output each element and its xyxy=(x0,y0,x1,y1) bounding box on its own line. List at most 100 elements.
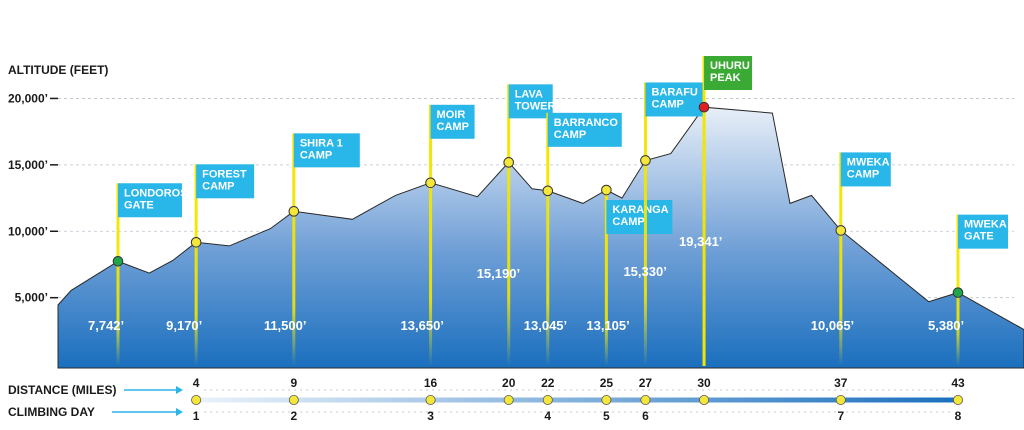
stop-altitude-label: 13,105’ xyxy=(586,318,629,333)
stop-altitude-label: 13,045’ xyxy=(524,318,567,333)
stop-altitude-label: 15,190’ xyxy=(477,266,520,281)
distance-dot xyxy=(425,394,436,405)
stop-name: GATE xyxy=(124,199,154,211)
day-value: 7 xyxy=(837,409,844,423)
distance-dot xyxy=(640,394,651,405)
stop-marker xyxy=(640,155,651,166)
stop-name: CAMP xyxy=(202,180,234,192)
distance-dot xyxy=(542,394,553,405)
elevation-area xyxy=(57,106,1024,369)
day-value: 8 xyxy=(955,409,962,423)
stop-pole xyxy=(643,82,647,366)
stop-flag xyxy=(430,104,475,139)
y-tick-labels: 5,000’ 10,000’ 15,000’ 20,000’ xyxy=(8,91,58,305)
stop-name: KARANGA xyxy=(612,204,668,216)
stop-flag xyxy=(508,84,553,119)
stop-marker xyxy=(835,225,847,236)
stop-pole xyxy=(429,104,433,366)
distance-value: 9 xyxy=(290,376,297,390)
route-stops: LONDOROSSIGATE7,742’FORESTCAMP9,170’SHIR… xyxy=(88,56,1009,366)
stop-flag xyxy=(704,56,753,90)
distance-dot xyxy=(288,394,299,405)
distance-dot xyxy=(601,394,612,405)
day-arrow-head xyxy=(176,408,183,416)
stop-name: TOWER xyxy=(515,100,556,112)
stop-marker xyxy=(425,177,436,189)
stop-marker xyxy=(503,157,515,168)
day-row-title: CLIMBING DAY xyxy=(8,405,95,419)
distance-value: 20 xyxy=(502,376,516,390)
stop-marker xyxy=(288,206,300,217)
stop-altitude-label: 10,065’ xyxy=(811,318,854,333)
stop-flag xyxy=(293,133,360,168)
stop-flag xyxy=(547,112,622,147)
y-tick-label: 5,000’ xyxy=(15,291,48,305)
stop-name: FOREST xyxy=(202,168,247,180)
distance-value: 25 xyxy=(600,376,614,390)
distance-value: 37 xyxy=(834,376,848,390)
distance-value: 27 xyxy=(639,376,653,390)
stop-altitude-label: 9,170’ xyxy=(166,318,202,333)
distance-dot xyxy=(835,394,846,405)
stop-flag xyxy=(645,82,704,117)
distance-value: 22 xyxy=(541,376,555,390)
stop-name: MWEKA xyxy=(964,219,1007,231)
y-tick-label: 15,000’ xyxy=(8,158,48,172)
stop-name: CAMP xyxy=(612,216,644,228)
day-value: 3 xyxy=(427,409,434,423)
stop-name: UHURU xyxy=(710,60,750,72)
stop-altitude-label: 7,742’ xyxy=(88,318,124,333)
stop-altitude-label: 19,341’ xyxy=(679,234,722,249)
stop-pole xyxy=(604,190,608,366)
distance-dot xyxy=(953,394,964,405)
distance-value: 43 xyxy=(951,376,965,390)
stop-pole xyxy=(839,152,843,366)
stop-name: LAVA xyxy=(515,88,543,100)
distance-dot xyxy=(191,394,202,405)
stop-altitude-label: 11,500’ xyxy=(264,318,307,333)
stop-pole xyxy=(292,133,296,366)
y-axis-title: ALTITUDE (FEET) xyxy=(8,63,108,77)
stop-marker xyxy=(952,287,964,298)
day-value: 2 xyxy=(290,409,297,423)
progress-bar xyxy=(196,397,959,403)
day-value: 5 xyxy=(603,409,610,423)
distance-row-title: DISTANCE (MILES) xyxy=(8,383,116,397)
stop-name: CAMP xyxy=(554,129,586,141)
stop-name: SHIRA 1 xyxy=(300,137,343,149)
stop-marker xyxy=(698,101,710,113)
y-tick-label: 20,000’ xyxy=(8,91,48,105)
stop-flag xyxy=(606,200,673,235)
stop-name: MOIR xyxy=(437,109,466,121)
stop-pole xyxy=(116,183,120,366)
stop-marker xyxy=(601,184,612,196)
stop-pole xyxy=(546,112,550,366)
stop-name: CAMP xyxy=(847,168,879,180)
stop-altitude-label: 15,330’ xyxy=(623,264,666,279)
stop-pole xyxy=(507,84,511,366)
stop-pole xyxy=(702,56,706,366)
stop-marker xyxy=(190,236,202,248)
stop-name: BARAFU xyxy=(651,86,697,98)
stop-name: CAMP xyxy=(300,149,332,161)
distance-dot xyxy=(699,394,710,405)
stop-flag xyxy=(196,164,255,199)
day-value: 6 xyxy=(642,409,649,423)
stop-marker xyxy=(542,185,554,197)
stop-name: LONDOROSSI xyxy=(124,187,198,199)
stop-altitude-label: 13,650’ xyxy=(401,318,444,333)
stop-name: CAMP xyxy=(651,98,683,110)
stop-name: GATE xyxy=(964,231,994,243)
stop-flag xyxy=(118,183,182,218)
